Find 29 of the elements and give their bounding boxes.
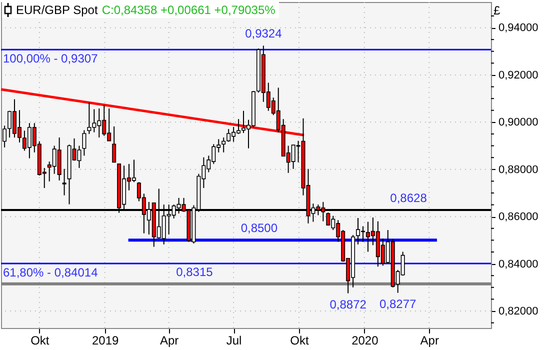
- candlestick: [62, 168, 66, 196]
- candlestick: [82, 130, 86, 156]
- annotation: 61,80% - 0,84014: [3, 265, 98, 280]
- annotation: 0,8628: [390, 190, 428, 205]
- x-tick-label: Jul: [226, 334, 242, 348]
- x-tick-label: 2019: [92, 334, 119, 348]
- annotation: 0,8277: [379, 296, 417, 311]
- x-tick-label: Okt: [290, 334, 310, 348]
- y-tick-label: 0,88000: [498, 164, 538, 176]
- y-tick-label: 0,82000: [498, 306, 538, 318]
- annotation: 0,9324: [245, 26, 282, 41]
- candlestick: [112, 126, 116, 163]
- annotation: 100,00% - 0,9307: [3, 52, 98, 66]
- candlestick: [222, 137, 226, 153]
- chart-title: EUR/GBP Spot: [16, 3, 98, 17]
- x-tick-label: 2020: [352, 334, 379, 348]
- y-tick-label: 0,90000: [498, 116, 538, 129]
- x-tick-label: Okt: [30, 334, 50, 348]
- chart-subtitle: C:0,84358 +0,00661 +0,79035%: [102, 3, 276, 17]
- y-tick-label: 0,94000: [498, 22, 538, 34]
- y-tick-label: 0,84000: [498, 258, 538, 270]
- annotation: 0,8315: [176, 264, 214, 279]
- y-tick-label: 0,92000: [498, 69, 538, 82]
- y-tick-label: 0,86000: [498, 211, 538, 224]
- y-axis-title: £: [494, 4, 500, 18]
- annotation: 0,8500: [240, 221, 278, 236]
- annotation: 0,8872: [330, 297, 367, 312]
- x-tick-label: Apr: [160, 334, 179, 348]
- x-tick-label: Apr: [420, 334, 439, 348]
